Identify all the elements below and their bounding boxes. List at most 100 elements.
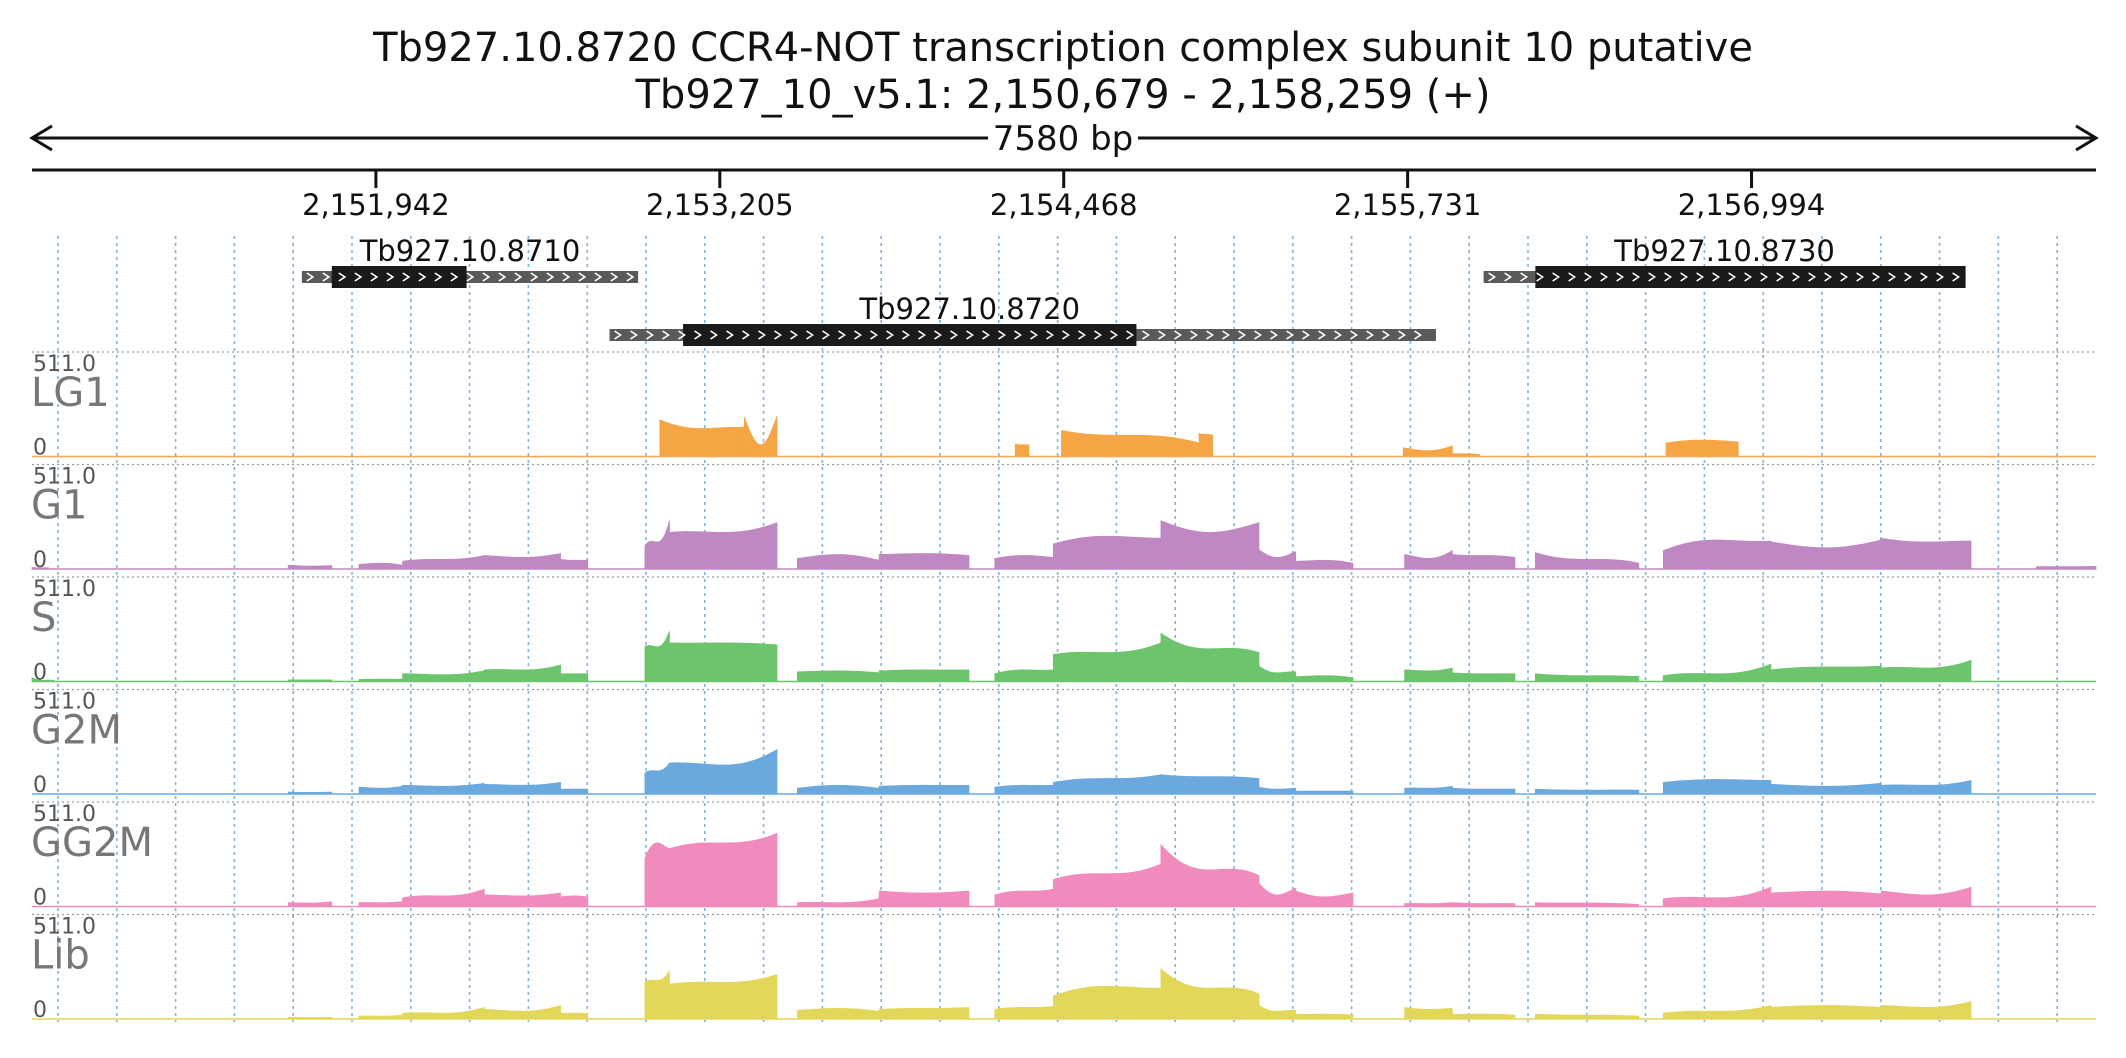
strand-chevron-icon (1488, 272, 1961, 282)
track-max-label: 511.0 (33, 352, 96, 377)
gene-cds (331, 266, 467, 288)
coverage-segment (358, 1014, 403, 1020)
coverage-segment (1662, 886, 1772, 907)
coverage-segment (1662, 779, 1772, 795)
coverage-segment (31, 567, 50, 570)
coverage-segment (1880, 780, 1972, 795)
gene-model: Tb927.10.8710 (301, 234, 639, 288)
coverage-segment (1880, 1001, 1972, 1020)
coverage-segment (1402, 445, 1453, 457)
coverage-segment (402, 555, 485, 570)
coverage-segment (1295, 790, 1354, 795)
coverage-segment (560, 895, 589, 907)
coverage-segment (287, 791, 333, 795)
coverage-segment (483, 1004, 561, 1020)
coverage-segment (1258, 786, 1297, 795)
coverage-segment (287, 564, 333, 570)
coverage-segment (878, 1007, 970, 1020)
track-zero-label: 0 (33, 998, 47, 1023)
gene-label: Tb927.10.8710 (359, 234, 581, 268)
track-zero-label: 0 (33, 773, 47, 798)
span-arrow: 7580 bp (29, 119, 2099, 159)
coverage-segment (560, 1012, 589, 1020)
ruler-tick-label: 2,154,468 (990, 188, 1138, 222)
coverage-segment (483, 781, 561, 795)
coverage-tracks: 511.0LG10511.0G10511.0S0511.0G2M0511.0GG… (31, 351, 2097, 1023)
coverage-segment (797, 554, 880, 570)
coverage-segment (287, 901, 333, 907)
coverage-segment (1160, 632, 1260, 682)
coverage-segment (669, 522, 778, 570)
coverage-segment (1295, 675, 1354, 682)
coverage-segment (994, 784, 1054, 795)
coverage-segment (1770, 1005, 1882, 1020)
gene-model: Tb927.10.8720 (609, 292, 1436, 346)
coverage-segment (358, 562, 403, 570)
coverage-segment (644, 520, 670, 570)
coverage-segment (1295, 890, 1354, 907)
coverage-segment (644, 761, 670, 795)
gene-label: Tb927.10.8730 (1613, 234, 1835, 268)
ruler-tick-label: 2,153,205 (646, 188, 794, 222)
coverage-segment (644, 842, 670, 907)
coverage-segment (1061, 429, 1200, 457)
coverage-segment (797, 1007, 880, 1020)
coverage-segment (644, 631, 670, 682)
coverage-segment (1404, 549, 1453, 570)
coverage-segment (1534, 902, 1640, 907)
page-title: Tb927.10.8720 CCR4-NOT transcription com… (372, 25, 1753, 71)
strand-chevron-icon (614, 330, 1422, 340)
coverage-segment (560, 558, 589, 570)
coverage-segment (669, 642, 778, 682)
coverage-segment (358, 785, 403, 795)
track-max-label: 511.0 (33, 690, 96, 715)
coverage-segment (659, 419, 745, 457)
coverage-segment (994, 555, 1054, 570)
coverage-segment (1160, 843, 1260, 907)
gene-model: Tb927.10.8730 (1483, 234, 1966, 288)
coverage-segment (797, 670, 880, 682)
coverage-segment (1014, 443, 1030, 457)
span-arrow-right-head (2075, 124, 2099, 152)
coverage-segment (31, 677, 55, 682)
coverage-segment (1295, 1013, 1354, 1020)
coverage-segment (402, 1006, 485, 1020)
coverage-segment (1451, 902, 1516, 907)
span-arrow-left-head (29, 124, 53, 152)
coverage-segment (1451, 1013, 1516, 1020)
coverage-segment (994, 888, 1054, 907)
coverage-segment (358, 678, 403, 682)
coverage-segment (1258, 548, 1297, 570)
coverage-segment (483, 553, 561, 570)
coverage-segment (1451, 672, 1516, 682)
coverage-segment (644, 969, 670, 1020)
coverage-segment (669, 748, 778, 795)
coverage-segment (1451, 787, 1516, 795)
coverage-segment (669, 832, 778, 907)
strand-chevron-icon (306, 272, 635, 282)
coverage-segment (1534, 552, 1640, 570)
coverage-segment (1665, 439, 1739, 457)
coverage-segment (560, 673, 589, 682)
track-name-label: G2M (31, 708, 122, 754)
coverage-segment (287, 679, 333, 682)
coverage-segment (1451, 453, 1480, 457)
track-name-label: Lib (31, 933, 90, 979)
coverage-segment (1770, 782, 1882, 795)
coverage-segment (402, 888, 485, 907)
coverage-segment (1534, 673, 1640, 682)
coverage-segment (1451, 554, 1516, 570)
track-zero-label: 0 (33, 886, 47, 911)
ruler-tick-label: 2,151,942 (302, 188, 450, 222)
coverage-segment (1662, 1005, 1772, 1020)
coverage-track: 511.0G1 0 (31, 463, 2097, 573)
gridlines (57, 236, 2058, 1022)
coverage-segment (1880, 537, 1972, 570)
coverage-segment (878, 890, 970, 907)
coverage-segment (1198, 432, 1214, 457)
